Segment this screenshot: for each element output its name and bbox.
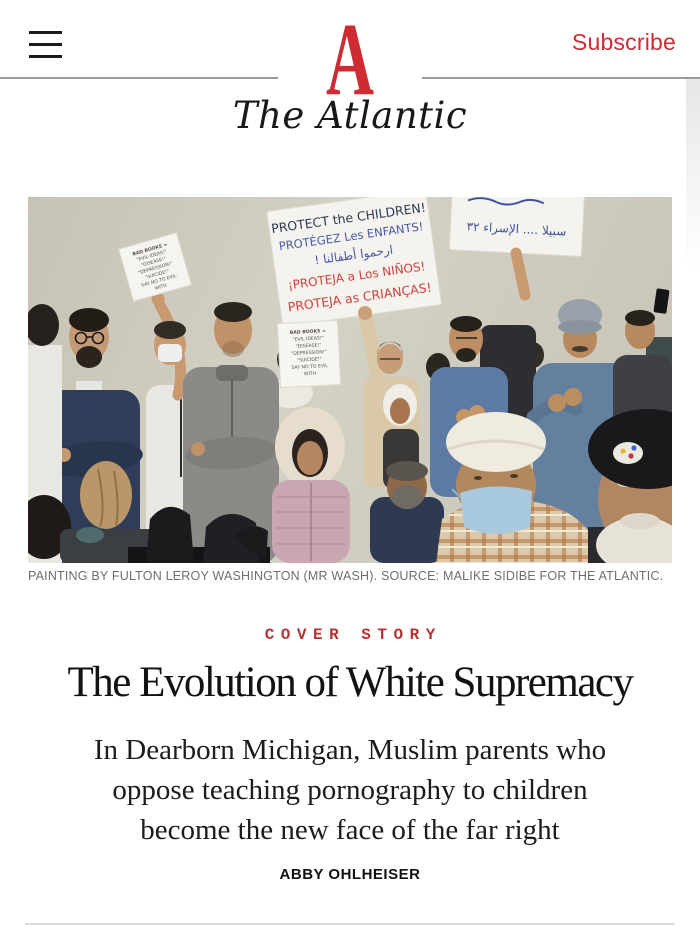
gray-zip-man xyxy=(183,302,279,563)
dek-line-1: In Dearborn Michigan, Muslim parents who xyxy=(93,734,607,766)
menu-button[interactable] xyxy=(29,26,67,60)
dek-line-3: become the new face of the far right xyxy=(140,814,560,846)
header-divider-left xyxy=(0,77,278,79)
pink-puffer-girl xyxy=(272,407,350,563)
dek-line-2: oppose teaching pornography to children xyxy=(112,774,588,806)
phone xyxy=(653,288,670,314)
the-atlantic-wordmark[interactable]: The Atlantic xyxy=(232,94,468,137)
flyer-sign-2: BAD BOOKS = "EVIL IDEAS!" "DISEASE!" "DE… xyxy=(276,319,342,389)
beanie-logo-patch xyxy=(613,442,643,464)
raised-arm xyxy=(510,247,531,301)
article-figure: سبيلا .... الإسراء ٣٢ PROTECT the CHILDR… xyxy=(28,197,672,584)
page-edge-shadow xyxy=(686,79,700,269)
hamburger-icon xyxy=(29,29,62,58)
svg-text:"DEPRESSION!": "DEPRESSION!" xyxy=(291,349,327,357)
photo-caption: PAINTING BY FULTON LEROY WASHINGTON (MR … xyxy=(28,569,664,583)
svg-text:WITH: WITH xyxy=(304,371,316,378)
cover-story-kicker: COVER STORY xyxy=(264,626,442,644)
article-photo: سبيلا .... الإسراء ٣٢ PROTECT the CHILDR… xyxy=(28,197,672,563)
article-dek: In Dearborn Michigan, Muslim parents who… xyxy=(30,730,670,850)
author-byline[interactable]: ABBY OHLHEISER xyxy=(279,866,421,883)
header-divider-right xyxy=(422,77,700,79)
svg-text:"DISEASE!": "DISEASE!" xyxy=(296,342,322,349)
svg-text:"EVIL IDEAS!": "EVIL IDEAS!" xyxy=(292,335,324,343)
section-divider xyxy=(25,923,675,925)
kufi-elder xyxy=(436,412,594,563)
subscribe-link[interactable]: Subscribe xyxy=(571,29,676,55)
chairs xyxy=(128,506,270,563)
atlantic-a-logo[interactable]: A xyxy=(325,2,375,117)
flat-cap-man xyxy=(370,461,444,563)
svg-text:SAY NO TO EVIL: SAY NO TO EVIL xyxy=(291,363,328,371)
svg-text:WITH: WITH xyxy=(154,283,167,292)
article-title: The Evolution of White Supremacy xyxy=(67,659,634,706)
protect-the-children-sign: PROTECT the CHILDREN! PROTÉGEZ Les ENFAN… xyxy=(266,197,442,327)
beanie-elder xyxy=(588,409,672,563)
crowd-photo-illustration: سبيلا .... الإسراء ٣٢ PROTECT the CHILDR… xyxy=(28,197,672,563)
svg-text:"SUICIDE!": "SUICIDE!" xyxy=(297,356,322,363)
svg-text:BAD BOOKS =: BAD BOOKS = xyxy=(290,328,327,336)
svg-text:سبيلا .... الإسراء ٣٢: سبيلا .... الإسراء ٣٢ xyxy=(466,219,567,239)
